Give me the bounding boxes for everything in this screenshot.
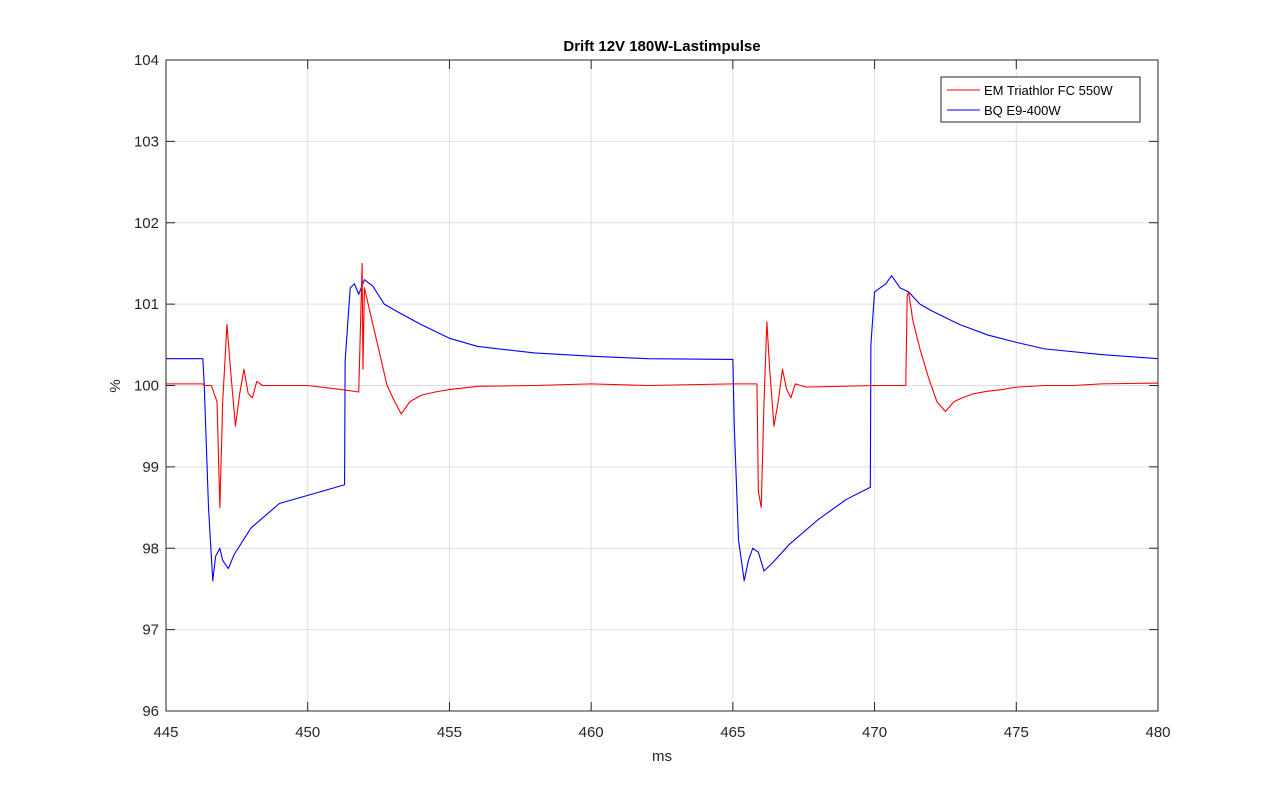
chart-title: Drift 12V 180W-Lastimpulse (563, 38, 760, 55)
x-tick-label: 450 (295, 724, 320, 741)
x-axis-label: ms (652, 748, 672, 765)
y-tick-label: 99 (142, 459, 159, 476)
y-tick-label: 102 (134, 215, 159, 232)
legend-label-em-triathlor: EM Triathlor FC 550W (984, 83, 1113, 98)
x-tick-label: 470 (862, 724, 887, 741)
y-tick-label: 100 (134, 378, 159, 395)
legend: EM Triathlor FC 550W BQ E9-400W (940, 76, 1141, 123)
y-tick-label: 103 (134, 133, 159, 150)
x-tick-label: 475 (1004, 724, 1029, 741)
y-tick-label: 96 (142, 703, 159, 720)
y-axis-label: % (107, 379, 124, 392)
series-line-bq-e9 (166, 275, 1159, 582)
y-tick-label: 98 (142, 540, 159, 557)
x-tick-label: 445 (153, 724, 178, 741)
y-tick-label: 104 (134, 52, 159, 69)
x-tick-label: 465 (720, 724, 745, 741)
legend-label-bq-e9: BQ E9-400W (984, 103, 1061, 118)
legend-box (940, 76, 1141, 123)
y-tick-label: 97 (142, 622, 159, 639)
y-tick-label: 101 (134, 296, 159, 313)
x-tick-label: 460 (579, 724, 604, 741)
x-tick-label: 480 (1145, 724, 1170, 741)
ticks: 445 450 455 460 465 470 475 480 96 97 98 99 100 101 10… (134, 52, 1171, 741)
x-tick-label: 455 (437, 724, 462, 741)
series-layer (166, 262, 1159, 582)
series-line-em-triathlor (166, 262, 1159, 509)
